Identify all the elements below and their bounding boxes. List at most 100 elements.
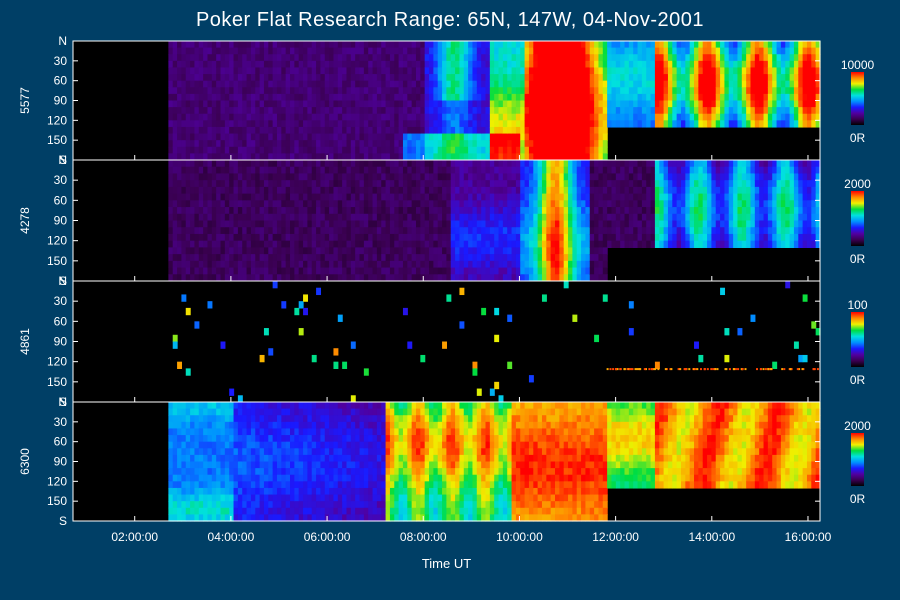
heat-cell bbox=[754, 67, 760, 75]
heat-cell bbox=[589, 233, 595, 242]
heat-cell bbox=[494, 146, 500, 154]
heat-cell bbox=[411, 207, 417, 215]
heat-cell bbox=[459, 100, 465, 108]
heat-cell bbox=[633, 100, 639, 108]
heat-cell bbox=[402, 74, 408, 82]
heat-cell bbox=[398, 113, 404, 121]
heat-cell bbox=[294, 274, 300, 282]
heat-cell bbox=[324, 107, 330, 115]
heat-cell bbox=[637, 166, 643, 175]
heat-cell bbox=[181, 160, 187, 168]
heat-cell bbox=[237, 113, 243, 121]
heat-cell bbox=[737, 41, 743, 49]
heat-cell bbox=[337, 54, 343, 62]
heat-cell bbox=[594, 146, 600, 154]
heat-cell bbox=[654, 227, 660, 235]
heat-cell bbox=[572, 47, 578, 55]
heat-cell bbox=[342, 146, 348, 154]
heat-cell bbox=[802, 220, 808, 228]
heat-cell bbox=[754, 166, 760, 175]
heat-cell bbox=[524, 133, 530, 141]
heat-cell bbox=[233, 100, 239, 108]
heat-cell bbox=[637, 107, 643, 115]
heat-cell bbox=[259, 354, 265, 363]
heat-cell bbox=[285, 87, 291, 95]
heat-cell bbox=[203, 100, 209, 108]
heat-cell bbox=[268, 54, 274, 62]
heat-cell bbox=[698, 41, 704, 49]
heat-cell bbox=[337, 186, 343, 195]
heat-cell bbox=[181, 140, 187, 148]
heat-cell bbox=[181, 227, 187, 235]
heat-cell bbox=[611, 87, 617, 95]
heat-cell bbox=[685, 166, 691, 175]
heat-cell bbox=[533, 227, 539, 235]
heat-cell bbox=[303, 47, 308, 55]
heat-cell bbox=[694, 240, 699, 248]
heat-cell bbox=[433, 254, 439, 262]
heat-cell bbox=[429, 74, 434, 82]
heat-cell bbox=[806, 47, 812, 55]
heat-cell bbox=[459, 274, 465, 282]
heat-cell bbox=[355, 267, 361, 275]
heat-cell bbox=[402, 60, 408, 69]
heat-cell bbox=[711, 74, 717, 82]
heat-cell bbox=[429, 133, 434, 141]
heat-cell bbox=[763, 160, 769, 168]
heat-cell bbox=[424, 166, 430, 175]
heat-cell bbox=[663, 80, 669, 88]
heat-cell bbox=[463, 207, 469, 215]
heat-cell bbox=[446, 213, 452, 222]
heat-cell bbox=[641, 54, 647, 62]
heat-cell bbox=[694, 180, 699, 188]
heat-cell bbox=[316, 100, 322, 108]
heat-cell bbox=[528, 67, 534, 75]
heat-cell bbox=[363, 87, 369, 95]
heat-cell bbox=[268, 207, 274, 215]
heat-cell bbox=[772, 213, 778, 222]
heat-cell bbox=[181, 274, 187, 282]
heat-cell bbox=[420, 120, 426, 128]
heat-cell bbox=[568, 240, 573, 248]
heat-cell bbox=[329, 166, 335, 175]
heat-cell bbox=[694, 67, 699, 75]
heat-cell bbox=[485, 54, 491, 62]
heat-cell bbox=[402, 80, 408, 88]
heat-cell bbox=[237, 93, 243, 102]
heat-cell bbox=[342, 233, 348, 242]
heat-cell bbox=[255, 47, 261, 55]
heat-cell bbox=[381, 207, 387, 215]
heat-cell bbox=[342, 126, 348, 135]
heat-cell bbox=[216, 100, 222, 108]
heat-cell bbox=[311, 220, 317, 228]
heat-cell bbox=[268, 348, 274, 356]
heat-cell bbox=[520, 166, 526, 175]
heat-cell bbox=[654, 74, 660, 82]
heat-cell bbox=[320, 274, 326, 282]
heat-cell bbox=[172, 200, 178, 208]
y-tick-label: 30 bbox=[54, 54, 68, 68]
heat-cell bbox=[450, 207, 456, 215]
heat-cell bbox=[737, 80, 743, 88]
heat-cell bbox=[342, 113, 348, 121]
heat-cell bbox=[515, 74, 521, 82]
heat-cell bbox=[276, 60, 282, 69]
heat-cell bbox=[750, 100, 756, 108]
heat-cell bbox=[798, 207, 804, 215]
y-tick-label: 90 bbox=[54, 214, 68, 228]
heat-cell bbox=[511, 207, 517, 215]
heat-cell bbox=[198, 186, 204, 195]
heat-cell bbox=[446, 113, 452, 121]
heat-cell bbox=[685, 220, 691, 228]
heat-cell bbox=[433, 274, 439, 282]
heat-cell bbox=[402, 173, 408, 181]
heat-cell bbox=[316, 254, 322, 262]
heat-cell bbox=[750, 54, 756, 62]
heat-cell bbox=[633, 227, 639, 235]
heat-cell bbox=[276, 180, 282, 188]
heat-cell bbox=[589, 120, 595, 128]
heat-cell bbox=[572, 113, 578, 121]
heat-cell bbox=[276, 113, 282, 121]
heat-cell bbox=[559, 113, 565, 121]
heat-cell bbox=[468, 173, 474, 181]
